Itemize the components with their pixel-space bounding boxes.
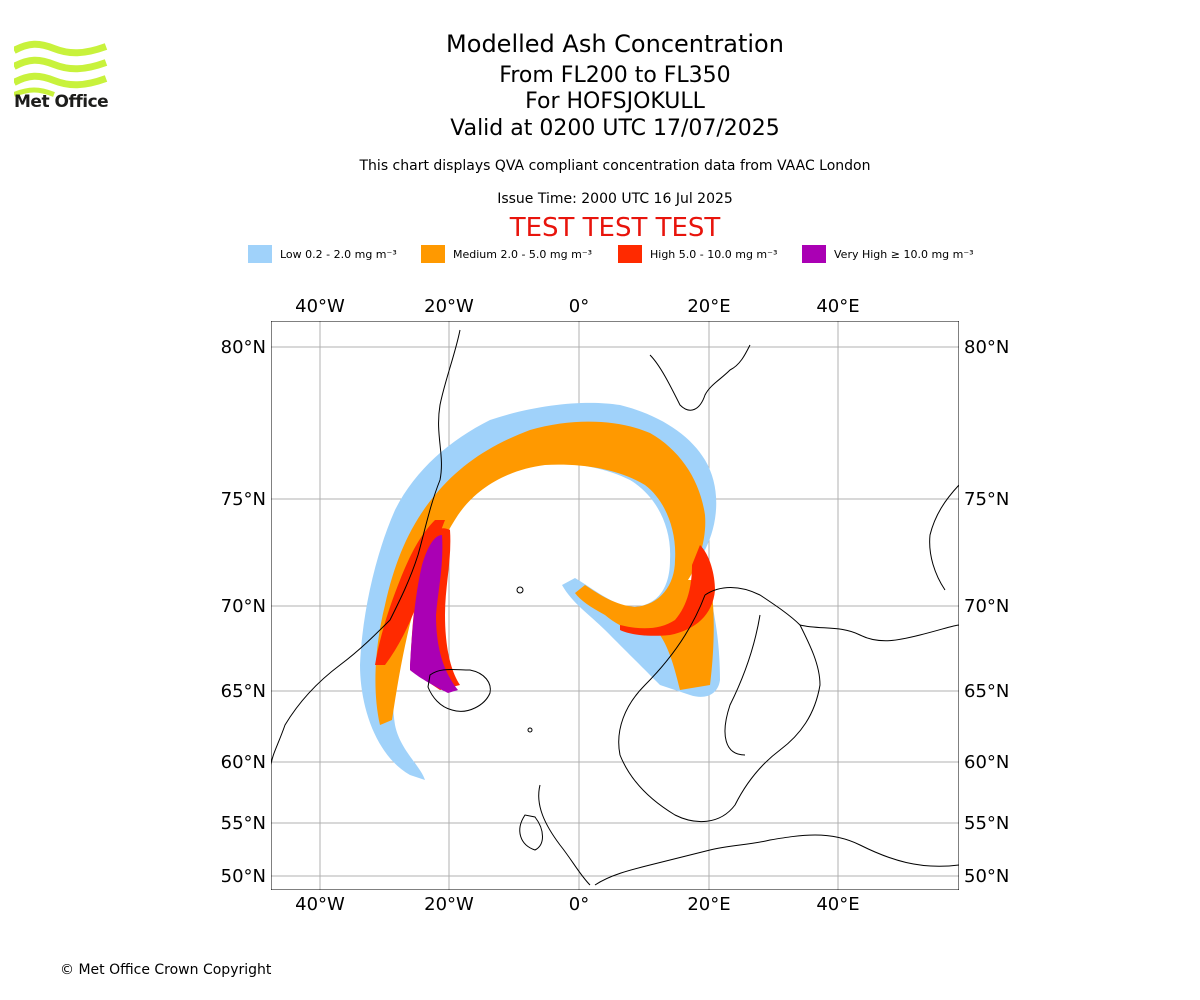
lon-label-bottom-0: 0° xyxy=(569,894,589,915)
lat-label-right-60n: 60°N xyxy=(964,752,1009,773)
legend-item-high: High 5.0 - 10.0 mg m⁻³ xyxy=(618,244,777,264)
ash-high-area xyxy=(375,520,715,690)
coastline-svalbard xyxy=(649,344,751,411)
lat-label-right-65n: 65°N xyxy=(964,681,1009,702)
lat-label-right-80n: 80°N xyxy=(964,337,1009,358)
legend-item-very-high: Very High ≥ 10.0 mg m⁻³ xyxy=(802,244,974,264)
lat-label-right-50n: 50°N xyxy=(964,866,1009,887)
volcano-name: For HOFSJOKULL xyxy=(525,89,705,114)
lon-label-top-0: 0° xyxy=(569,296,589,317)
lon-label-top-40e: 40°E xyxy=(816,296,859,317)
lat-label-left-70n: 70°N xyxy=(221,596,266,617)
lon-label-bottom-40w: 40°W xyxy=(295,894,345,915)
flight-levels: From FL200 to FL350 xyxy=(499,63,731,88)
lon-label-bottom-20w: 20°W xyxy=(424,894,474,915)
ash-medium-area xyxy=(375,421,714,725)
legend-swatch-high xyxy=(618,245,642,263)
ash-very-high-area xyxy=(410,535,458,693)
lat-label-left-60n: 60°N xyxy=(221,752,266,773)
ash-map: 40°W 20°W 0° 20°E 40°E 40°W 20°W 0° 20°E… xyxy=(221,296,1010,915)
legend-label-very-high: Very High ≥ 10.0 mg m⁻³ xyxy=(834,247,974,261)
description: This chart displays QVA compliant concen… xyxy=(359,158,871,174)
lon-label-top-20w: 20°W xyxy=(424,296,474,317)
test-banner: TEST TEST TEST xyxy=(509,213,721,243)
lon-label-bottom-40e: 40°E xyxy=(816,894,859,915)
chart-title: Modelled Ash Concentration xyxy=(446,30,784,58)
copyright: © Met Office Crown Copyright xyxy=(60,962,272,978)
coastline-novaya-zemlya xyxy=(929,484,959,591)
legend-swatch-very-high xyxy=(802,245,826,263)
lon-label-top-20e: 20°E xyxy=(687,296,730,317)
coastline-britain xyxy=(519,784,591,886)
lat-label-left-65n: 65°N xyxy=(221,681,266,702)
logo-text: Met Office xyxy=(14,92,109,112)
legend-label-low: Low 0.2 - 2.0 mg m⁻³ xyxy=(280,247,397,261)
coastline-finland xyxy=(724,614,761,756)
legend-item-low: Low 0.2 - 2.0 mg m⁻³ xyxy=(248,244,397,264)
valid-time: Valid at 0200 UTC 17/07/2025 xyxy=(450,116,780,141)
coastline-europe xyxy=(594,834,959,886)
lat-label-right-70n: 70°N xyxy=(964,596,1009,617)
lon-label-bottom-20e: 20°E xyxy=(687,894,730,915)
coastline-scandinavia xyxy=(618,587,821,823)
legend-item-medium: Medium 2.0 - 5.0 mg m⁻³ xyxy=(421,244,592,264)
coastlines xyxy=(271,329,959,886)
lat-label-left-55n: 55°N xyxy=(221,813,266,834)
lat-label-left-50n: 50°N xyxy=(221,866,266,887)
issue-time: Issue Time: 2000 UTC 16 Jul 2025 xyxy=(497,191,733,207)
lat-label-left-75n: 75°N xyxy=(221,489,266,510)
lon-label-top-40w: 40°W xyxy=(295,296,345,317)
lat-label-right-75n: 75°N xyxy=(964,489,1009,510)
legend-label-medium: Medium 2.0 - 5.0 mg m⁻³ xyxy=(453,247,593,261)
legend-swatch-low xyxy=(248,245,272,263)
coastline-iceland xyxy=(427,668,491,712)
coastline-greenland xyxy=(271,329,461,766)
lat-label-right-55n: 55°N xyxy=(964,813,1009,834)
legend-swatch-medium xyxy=(421,245,445,263)
lat-label-left-80n: 80°N xyxy=(221,337,266,358)
legend-label-high: High 5.0 - 10.0 mg m⁻³ xyxy=(650,247,778,261)
met-office-logo xyxy=(14,40,108,97)
coastline-russia xyxy=(799,624,959,642)
